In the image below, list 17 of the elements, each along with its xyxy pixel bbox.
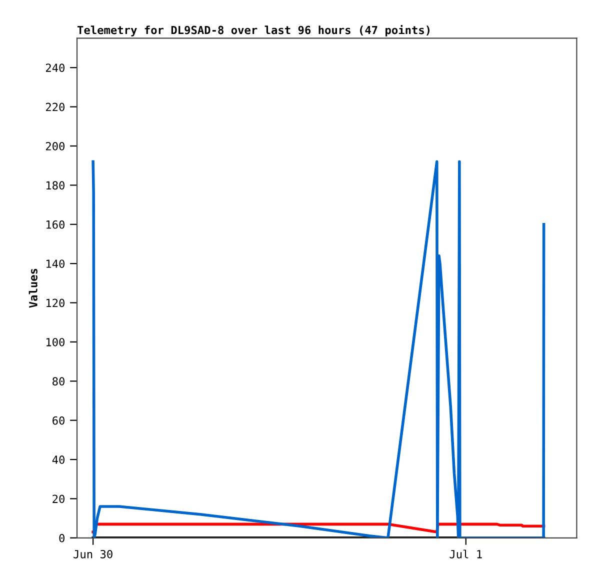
y-tick-label: 100 (46, 338, 64, 346)
y-tick-label: 120 (46, 298, 64, 308)
y-tick-label: 220 (46, 102, 64, 112)
y-tick-label: 40 (52, 456, 64, 464)
y-axis-title: Values (28, 268, 38, 308)
y-tick-label: 20 (52, 494, 64, 504)
y-tick-label: 60 (52, 416, 64, 425)
y-tick-label: 160 (46, 220, 64, 229)
x-tick-label: Jul 1 (450, 550, 482, 558)
y-tick-label: 0 (59, 534, 64, 542)
y-tick-label: 80 (52, 377, 64, 386)
y-tick-label: 200 (46, 142, 64, 150)
y-tick-label: 180 (46, 181, 64, 190)
y-tick-label: 140 (46, 260, 64, 268)
x-tick-label: Jun 30 (74, 550, 112, 558)
y-tick-label: 240 (46, 64, 64, 72)
chart-title: Telemetry for DL9SAD-8 over last 96 hours (47 points) (78, 25, 430, 36)
